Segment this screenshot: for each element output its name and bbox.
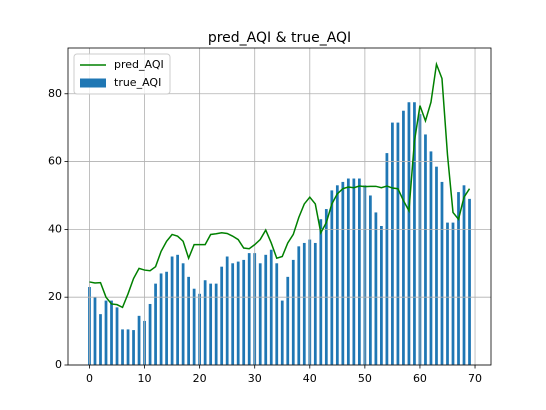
bar [148, 303, 152, 365]
bar [330, 190, 334, 365]
x-tick-label: 0 [86, 372, 93, 385]
bar [264, 254, 268, 365]
bar [137, 315, 141, 365]
bar [435, 166, 438, 365]
bar [154, 283, 157, 365]
bar [291, 259, 295, 365]
y-tick-label: 40 [48, 222, 62, 235]
bar [225, 256, 229, 365]
bar [468, 198, 471, 365]
line [89, 61, 471, 309]
bar [286, 276, 290, 365]
bar [209, 283, 213, 365]
bar [451, 222, 455, 365]
bar [220, 266, 224, 365]
bar [424, 134, 427, 365]
bar [335, 185, 339, 365]
x-tick-label: 60 [413, 372, 427, 385]
bar [352, 178, 356, 365]
bar [413, 102, 416, 366]
x-tick-label: 30 [248, 372, 262, 385]
bar [159, 273, 163, 365]
bar [93, 297, 97, 365]
bar [242, 259, 246, 365]
bar [99, 314, 102, 365]
bar [231, 263, 235, 365]
bar [302, 242, 306, 365]
y-tick-label: 80 [48, 87, 62, 100]
bar [275, 263, 279, 365]
bar [132, 330, 135, 365]
bar [324, 209, 328, 365]
legend-label: pred_AQI [114, 58, 164, 71]
x-tick-label: 20 [193, 372, 207, 385]
y-tick-label: 0 [55, 358, 62, 371]
bar [110, 300, 113, 365]
bar [319, 219, 323, 365]
bar [236, 261, 240, 365]
bar [121, 329, 124, 365]
bar [457, 192, 460, 365]
bar [192, 288, 196, 365]
bar [170, 256, 174, 365]
x-tick-label: 40 [303, 372, 317, 385]
bar [258, 263, 262, 365]
bar [181, 263, 185, 365]
bar [446, 222, 449, 365]
bar [440, 181, 444, 365]
bar [176, 254, 179, 365]
bar [203, 280, 207, 365]
plot-frame [67, 47, 492, 366]
x-tick-label: 70 [468, 372, 482, 385]
bar [346, 178, 350, 365]
bar [165, 271, 168, 365]
bar [126, 329, 130, 365]
bar [369, 195, 372, 365]
bar [280, 300, 284, 365]
bar [187, 276, 190, 365]
bar [429, 151, 433, 365]
bar [385, 153, 389, 365]
bar [391, 122, 394, 366]
bar [247, 253, 251, 365]
bar [357, 178, 361, 365]
bar [341, 181, 345, 365]
bar [297, 246, 301, 365]
chart-title: pred_AQI & true_AQI [208, 30, 351, 46]
bar [380, 225, 383, 365]
bar [407, 102, 411, 366]
bar [269, 249, 273, 365]
y-tick-label: 20 [48, 290, 62, 303]
bar [462, 185, 466, 365]
bar [115, 307, 119, 365]
bar [214, 283, 218, 365]
bar [396, 122, 400, 366]
y-tick-label: 60 [48, 155, 62, 168]
bar [402, 110, 405, 365]
bar [313, 242, 317, 365]
legend-label: true_AQI [114, 76, 161, 89]
bar [104, 300, 108, 365]
bar [374, 212, 378, 365]
x-tick-label: 50 [358, 372, 372, 385]
legend-patch [80, 78, 106, 88]
x-tick-label: 10 [138, 372, 152, 385]
